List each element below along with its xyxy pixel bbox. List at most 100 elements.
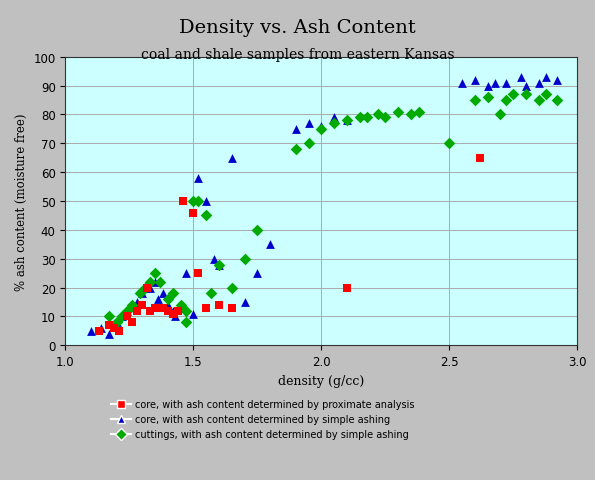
core, with ash content determined by simple ashing — [158, 290, 167, 298]
core, with ash content determined by simple ashing — [304, 120, 314, 128]
core, with ash content determined by simple ashing — [253, 270, 262, 277]
cuttings, with ash content determined by simple ashing — [381, 114, 390, 122]
core, with ash content determined by proximate analysis — [127, 319, 137, 326]
cuttings, with ash content determined by simple ashing — [168, 290, 178, 298]
core, with ash content determined by proximate analysis — [475, 155, 485, 162]
core, with ash content determined by proximate analysis — [189, 209, 198, 217]
cuttings, with ash content determined by simple ashing — [521, 91, 531, 99]
cuttings, with ash content determined by simple ashing — [291, 146, 300, 154]
core, with ash content determined by simple ashing — [127, 301, 137, 309]
core, with ash content determined by proximate analysis — [168, 310, 178, 318]
core, with ash content determined by simple ashing — [86, 327, 96, 335]
cuttings, with ash content determined by simple ashing — [253, 227, 262, 234]
core, with ash content determined by proximate analysis — [194, 270, 203, 277]
cuttings, with ash content determined by simple ashing — [373, 111, 383, 119]
core, with ash content determined by simple ashing — [194, 175, 203, 182]
cuttings, with ash content determined by simple ashing — [355, 114, 364, 122]
core, with ash content determined by proximate analysis — [158, 304, 167, 312]
core, with ash content determined by simple ashing — [181, 270, 190, 277]
core, with ash content determined by proximate analysis — [114, 327, 124, 335]
core, with ash content determined by simple ashing — [96, 324, 106, 332]
core, with ash content determined by simple ashing — [189, 310, 198, 318]
X-axis label: density (g/cc): density (g/cc) — [278, 374, 364, 387]
core, with ash content determined by simple ashing — [171, 313, 180, 321]
core, with ash content determined by proximate analysis — [173, 307, 183, 315]
cuttings, with ash content determined by simple ashing — [541, 91, 551, 99]
core, with ash content determined by simple ashing — [227, 155, 237, 162]
cuttings, with ash content determined by simple ashing — [155, 278, 165, 286]
cuttings, with ash content determined by simple ashing — [406, 111, 416, 119]
core, with ash content determined by simple ashing — [151, 278, 160, 286]
cuttings, with ash content determined by simple ashing — [181, 307, 190, 315]
core, with ash content determined by proximate analysis — [201, 304, 211, 312]
core, with ash content determined by simple ashing — [516, 74, 525, 82]
cuttings, with ash content determined by simple ashing — [496, 111, 505, 119]
cuttings, with ash content determined by simple ashing — [181, 319, 190, 326]
cuttings, with ash content determined by simple ashing — [176, 301, 186, 309]
core, with ash content determined by simple ashing — [137, 290, 147, 298]
core, with ash content determined by proximate analysis — [227, 304, 237, 312]
cuttings, with ash content determined by simple ashing — [104, 313, 114, 321]
core, with ash content determined by proximate analysis — [137, 301, 147, 309]
core, with ash content determined by simple ashing — [132, 299, 142, 306]
Legend: core, with ash content determined by proximate analysis, core, with ash content : core, with ash content determined by pro… — [111, 399, 414, 439]
core, with ash content determined by simple ashing — [342, 117, 352, 125]
core, with ash content determined by proximate analysis — [178, 198, 188, 205]
Text: coal and shale samples from eastern Kansas: coal and shale samples from eastern Kans… — [140, 48, 455, 62]
cuttings, with ash content determined by simple ashing — [135, 290, 145, 298]
cuttings, with ash content determined by simple ashing — [214, 261, 224, 269]
cuttings, with ash content determined by simple ashing — [414, 108, 423, 116]
core, with ash content determined by proximate analysis — [94, 327, 104, 335]
core, with ash content determined by simple ashing — [209, 255, 218, 263]
Text: Density vs. Ash Content: Density vs. Ash Content — [179, 19, 416, 37]
core, with ash content determined by simple ashing — [163, 301, 173, 309]
core, with ash content determined by simple ashing — [145, 284, 155, 292]
cuttings, with ash content determined by simple ashing — [534, 97, 544, 105]
cuttings, with ash content determined by simple ashing — [127, 301, 137, 309]
core, with ash content determined by simple ashing — [117, 313, 127, 321]
core, with ash content determined by simple ashing — [291, 126, 300, 133]
cuttings, with ash content determined by simple ashing — [194, 198, 203, 205]
core, with ash content determined by proximate analysis — [342, 284, 352, 292]
core, with ash content determined by simple ashing — [483, 83, 493, 90]
core, with ash content determined by simple ashing — [176, 304, 186, 312]
cuttings, with ash content determined by simple ashing — [304, 140, 314, 148]
core, with ash content determined by simple ashing — [214, 261, 224, 269]
cuttings, with ash content determined by simple ashing — [163, 296, 173, 303]
cuttings, with ash content determined by simple ashing — [201, 212, 211, 220]
cuttings, with ash content determined by simple ashing — [240, 255, 249, 263]
cuttings, with ash content determined by simple ashing — [151, 270, 160, 277]
cuttings, with ash content determined by simple ashing — [444, 140, 454, 148]
core, with ash content determined by simple ashing — [490, 80, 500, 87]
cuttings, with ash content determined by simple ashing — [552, 97, 562, 105]
cuttings, with ash content determined by simple ashing — [393, 108, 403, 116]
core, with ash content determined by simple ashing — [265, 241, 275, 249]
cuttings, with ash content determined by simple ashing — [317, 126, 326, 133]
cuttings, with ash content determined by simple ashing — [112, 319, 121, 326]
cuttings, with ash content determined by simple ashing — [362, 114, 372, 122]
core, with ash content determined by simple ashing — [168, 307, 178, 315]
core, with ash content determined by simple ashing — [534, 80, 544, 87]
core, with ash content determined by simple ashing — [521, 83, 531, 90]
core, with ash content determined by simple ashing — [240, 299, 249, 306]
core, with ash content determined by proximate analysis — [109, 324, 119, 332]
core, with ash content determined by simple ashing — [552, 77, 562, 84]
cuttings, with ash content determined by simple ashing — [189, 198, 198, 205]
core, with ash content determined by simple ashing — [541, 74, 551, 82]
core, with ash content determined by proximate analysis — [145, 307, 155, 315]
core, with ash content determined by proximate analysis — [143, 284, 152, 292]
core, with ash content determined by proximate analysis — [214, 301, 224, 309]
core, with ash content determined by simple ashing — [317, 123, 326, 131]
cuttings, with ash content determined by simple ashing — [483, 94, 493, 102]
core, with ash content determined by proximate analysis — [163, 307, 173, 315]
core, with ash content determined by proximate analysis — [122, 313, 131, 321]
cuttings, with ash content determined by simple ashing — [501, 97, 511, 105]
core, with ash content determined by simple ashing — [470, 77, 480, 84]
core, with ash content determined by simple ashing — [140, 284, 149, 292]
core, with ash content determined by proximate analysis — [104, 322, 114, 329]
cuttings, with ash content determined by simple ashing — [117, 313, 127, 321]
cuttings, with ash content determined by simple ashing — [206, 290, 216, 298]
core, with ash content determined by simple ashing — [153, 296, 162, 303]
core, with ash content determined by simple ashing — [330, 114, 339, 122]
cuttings, with ash content determined by simple ashing — [145, 278, 155, 286]
